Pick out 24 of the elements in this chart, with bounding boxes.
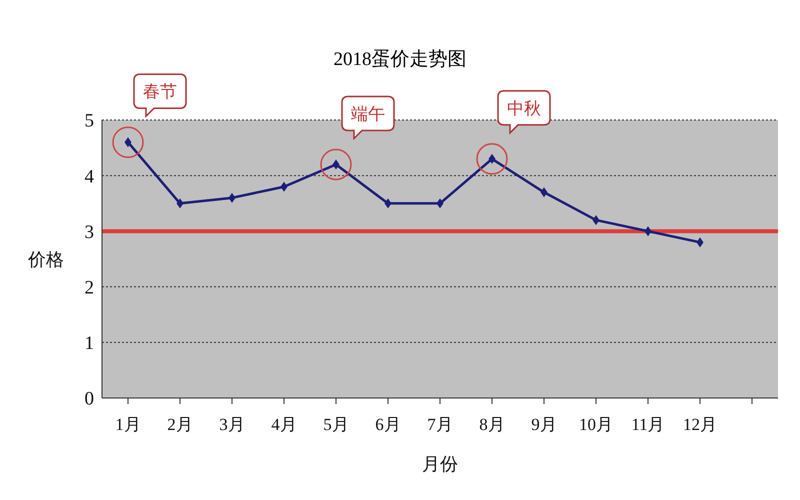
x-tick-label: 12月 xyxy=(683,415,717,434)
x-tick-label: 11月 xyxy=(631,415,665,434)
y-tick-label: 0 xyxy=(84,388,94,410)
y-tick-label: 4 xyxy=(84,166,94,188)
y-tick-label: 2 xyxy=(84,278,94,299)
y-axis-title: 价格 xyxy=(27,249,64,270)
chart-title: 2018蛋价走势图 xyxy=(332,48,468,70)
x-axis-title: 月份 xyxy=(422,454,458,474)
x-tick-label: 9月 xyxy=(531,415,557,434)
x-tick-label: 3月 xyxy=(219,415,245,434)
x-tick-label: 8月 xyxy=(479,415,505,434)
x-tick-label: 7月 xyxy=(427,415,453,434)
annotation: 春节 xyxy=(143,82,177,102)
annotation: 端午 xyxy=(351,104,385,124)
x-tick-label: 5月 xyxy=(323,415,349,434)
y-tick-label: 3 xyxy=(84,222,94,243)
x-tick-label: 1月 xyxy=(115,415,141,434)
x-tick-label: 2月 xyxy=(167,415,193,434)
x-tick-label: 4月 xyxy=(271,415,297,434)
x-tick-label: 6月 xyxy=(375,415,401,434)
y-tick-label: 1 xyxy=(84,333,94,354)
annotation: 中秋 xyxy=(507,98,541,118)
y-tick-label: 5 xyxy=(84,110,94,132)
x-tick-label: 10月 xyxy=(579,415,613,434)
